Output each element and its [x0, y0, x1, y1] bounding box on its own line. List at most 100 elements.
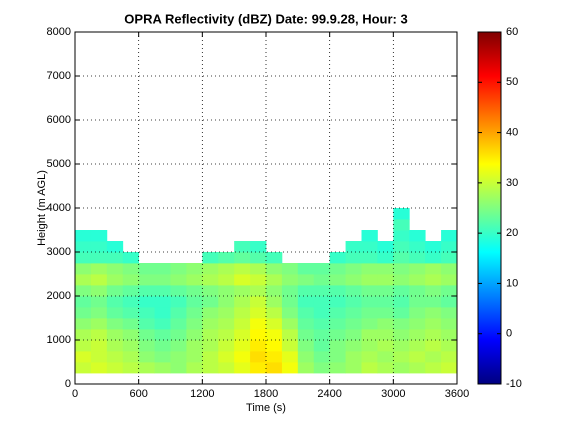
- heatmap-cell: [170, 329, 187, 341]
- heatmap-cell: [329, 351, 346, 363]
- heatmap-cell: [393, 252, 410, 264]
- heatmap-cell: [377, 274, 394, 286]
- heatmap-cell: [218, 329, 235, 341]
- heatmap-cell: [377, 307, 394, 319]
- heatmap-cell: [393, 230, 410, 242]
- heatmap-cell: [250, 274, 267, 286]
- heatmap-cell: [441, 340, 458, 352]
- heatmap-cell: [409, 340, 426, 352]
- heatmap-cell: [234, 307, 251, 319]
- heatmap-cell: [75, 241, 92, 253]
- heatmap-cell: [393, 307, 410, 319]
- colorbar-tick-label: 50: [506, 76, 518, 88]
- heatmap-cell: [138, 296, 155, 308]
- heatmap-cell: [154, 285, 171, 297]
- heatmap-cell: [138, 329, 155, 341]
- heatmap-cell: [425, 340, 442, 352]
- heatmap-cell: [234, 329, 251, 341]
- heatmap-cell: [281, 362, 299, 374]
- x-tick-label: 1200: [190, 388, 214, 400]
- heatmap-cell: [218, 274, 235, 286]
- heatmap-cell: [170, 362, 187, 374]
- heatmap-cell: [377, 263, 394, 275]
- heatmap-cell: [202, 362, 219, 374]
- heatmap-cell: [409, 329, 426, 341]
- heatmap-cell: [409, 362, 426, 374]
- heatmap-cell: [297, 263, 315, 275]
- heatmap-cell: [202, 252, 219, 264]
- heatmap-cell: [138, 362, 155, 374]
- heatmap-cell: [234, 318, 251, 330]
- heatmap-cell: [106, 274, 124, 286]
- heatmap-cell: [218, 351, 235, 363]
- heatmap-cell: [250, 351, 267, 363]
- heatmap-cell: [186, 340, 203, 352]
- heatmap-cell: [234, 296, 251, 308]
- heatmap-cell: [186, 296, 203, 308]
- heatmap-cell: [90, 241, 108, 253]
- heatmap-cell: [441, 252, 458, 264]
- heatmap-cell: [441, 307, 458, 319]
- heatmap-cell: [202, 263, 219, 275]
- heatmap-cell: [186, 362, 203, 374]
- heatmap-cell: [329, 329, 346, 341]
- heatmap-cell: [154, 274, 171, 286]
- heatmap-cell: [106, 252, 124, 264]
- heatmap-cell: [250, 241, 267, 253]
- heatmap-cell: [281, 296, 299, 308]
- heatmap-cell: [329, 296, 346, 308]
- x-tick-label: 1800: [254, 388, 278, 400]
- heatmap-cell: [202, 318, 219, 330]
- heatmap-cell: [393, 219, 410, 231]
- heatmap-cell: [441, 285, 458, 297]
- heatmap-cell: [106, 351, 124, 363]
- x-tick-label: 3000: [381, 388, 405, 400]
- heatmap-cell: [425, 274, 442, 286]
- heatmap-cell: [345, 263, 362, 275]
- heatmap-cell: [361, 307, 378, 319]
- heatmap-cell: [202, 285, 219, 297]
- heatmap-cell: [377, 252, 394, 264]
- heatmap-cell: [377, 340, 394, 352]
- heatmap-cell: [138, 263, 155, 275]
- heatmap-cell: [313, 307, 331, 319]
- heatmap-cell: [361, 362, 378, 374]
- heatmap-cell: [361, 274, 378, 286]
- x-tick-label: 600: [129, 388, 147, 400]
- heatmap-cell: [266, 318, 283, 330]
- heatmap-cell: [138, 318, 155, 330]
- heatmap-cell: [90, 307, 108, 319]
- heatmap-cell: [106, 296, 124, 308]
- heatmap-cell: [154, 263, 171, 275]
- heatmap-cell: [345, 285, 362, 297]
- heatmap-cell: [361, 252, 378, 264]
- heatmap-cell: [377, 351, 394, 363]
- heatmap-cell: [234, 241, 251, 253]
- heatmap-cell: [90, 285, 108, 297]
- heatmap-cell: [329, 307, 346, 319]
- heatmap-cell: [154, 340, 171, 352]
- heatmap-cell: [313, 274, 331, 286]
- colorbar-tick-label: 10: [506, 277, 518, 289]
- heatmap-cell: [186, 329, 203, 341]
- heatmap-cell: [409, 296, 426, 308]
- heatmap-cell: [329, 340, 346, 352]
- heatmap-cell: [297, 329, 315, 341]
- heatmap-cell: [377, 329, 394, 341]
- heatmap-cell: [170, 285, 187, 297]
- heatmap-cell: [266, 307, 283, 319]
- heatmap-cell: [377, 296, 394, 308]
- heatmap-cell: [218, 263, 235, 275]
- heatmap-cell: [266, 329, 283, 341]
- heatmap-cell: [106, 263, 124, 275]
- heatmap-cell: [441, 318, 458, 330]
- heatmap-cell: [393, 285, 410, 297]
- heatmap-cell: [122, 296, 140, 308]
- heatmap-cell: [441, 296, 458, 308]
- heatmap-cell: [75, 285, 92, 297]
- heatmap-cell: [202, 274, 219, 286]
- heatmap-cell: [90, 362, 108, 374]
- heatmap-cell: [361, 230, 378, 242]
- heatmap-cell: [75, 329, 92, 341]
